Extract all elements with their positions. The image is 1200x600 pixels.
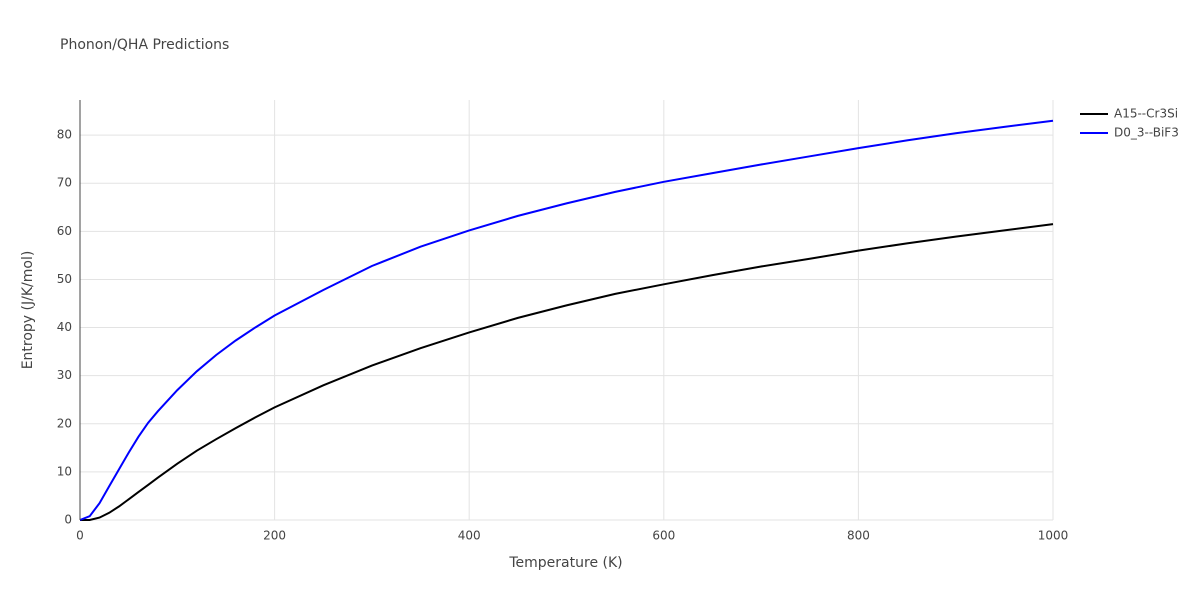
x-tick-label: 600 <box>652 529 675 543</box>
legend-label: D0_3--BiF3 <box>1114 126 1179 140</box>
y-tick-label: 40 <box>57 320 72 334</box>
y-tick-label: 60 <box>57 224 72 238</box>
x-tick-label: 400 <box>458 529 481 543</box>
y-tick-label: 10 <box>57 464 72 478</box>
y-tick-label: 20 <box>57 416 72 430</box>
legend-label: A15--Cr3Si <box>1114 107 1178 121</box>
x-axis-title: Temperature (K) <box>508 555 622 571</box>
y-axis-title: Entropy (J/K/mol) <box>20 251 36 370</box>
x-tick-label: 200 <box>263 529 286 543</box>
chart-title: Phonon/QHA Predictions <box>60 37 229 53</box>
grid <box>79 100 1054 521</box>
y-tick-label: 30 <box>57 368 72 382</box>
plot-area <box>79 119 1054 521</box>
y-tick-label: 50 <box>57 272 72 286</box>
x-tick-label: 0 <box>76 529 84 543</box>
y-tick-label: 70 <box>57 176 72 190</box>
y-tick-label: 80 <box>57 128 72 142</box>
line-series <box>80 223 1054 521</box>
x-tick-label: 800 <box>847 529 870 543</box>
x-tick-label: 1000 <box>1038 529 1069 543</box>
y-tick-label: 0 <box>64 513 72 527</box>
line-series <box>79 119 1054 521</box>
